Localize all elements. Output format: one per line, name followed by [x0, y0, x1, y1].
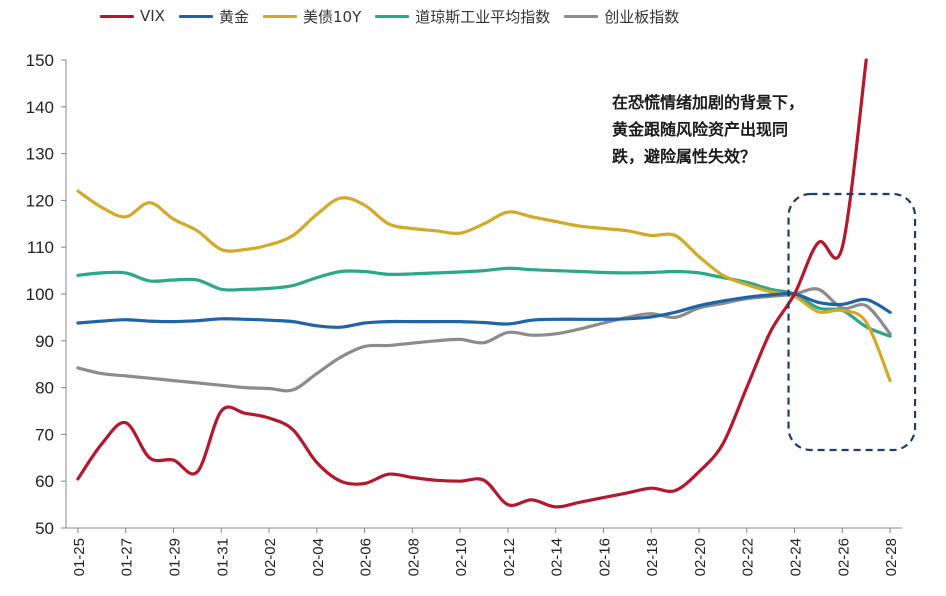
y-tick-label: 150	[26, 51, 54, 70]
legend-label-dow: 道琼斯工业平均指数	[415, 7, 551, 26]
annotation-line-2: 黄金跟随风险资产出现同	[612, 120, 789, 139]
x-tick-label: 02-22	[740, 538, 757, 576]
y-tick-label: 100	[26, 285, 54, 304]
x-tick-label: 02-24	[788, 538, 805, 576]
annotation-line-3: 跌，避险属性失效？	[612, 147, 757, 166]
x-tick-label: 02-12	[501, 538, 518, 576]
x-tick-label: 02-04	[310, 538, 327, 576]
x-tick-label: 02-18	[644, 538, 661, 576]
legend-swatch-dow	[375, 14, 410, 18]
legend-item-vix: VIX	[100, 7, 165, 25]
legend-item-chinext: 创业板指数	[564, 6, 679, 27]
x-axis: 01-25 01-27 01-29 01-31 02-02 02-04 02-06 02-08…	[66, 527, 902, 576]
x-tick-label: 02-10	[453, 538, 470, 576]
series-line	[76, 291, 892, 329]
legend-item-ust10y: 美债10Y	[262, 6, 362, 27]
legend-label-ust10y: 美债10Y	[302, 7, 362, 26]
highlight-box	[787, 192, 917, 452]
chart-annotation: 在恐慌情绪加剧的背景下， 黄金跟随风险资产出现同 跌，避险属性失效？	[612, 89, 874, 170]
legend-swatch-ust10y	[262, 14, 297, 18]
legend-swatch-vix	[100, 14, 134, 18]
y-tick-label: 140	[26, 98, 54, 117]
series-line	[76, 266, 892, 338]
x-tick-label: 02-08	[405, 538, 422, 576]
y-tick-label: 60	[35, 472, 54, 491]
x-tick-label: 02-28	[883, 538, 900, 576]
legend-label-vix: VIX	[140, 7, 165, 25]
legend-label-chinext: 创业板指数	[604, 7, 680, 26]
x-tick-label: 02-26	[835, 538, 852, 576]
x-tick-label: 01-25	[71, 538, 88, 576]
x-tick-label: 02-20	[692, 538, 709, 576]
series-lines	[76, 58, 892, 509]
y-tick-label: 130	[26, 145, 54, 164]
x-tick-label: 02-16	[596, 538, 613, 576]
y-axis: 50 60 70 80 90 100 110 120 130 140 150	[26, 51, 67, 538]
y-tick-label: 90	[35, 332, 54, 351]
legend-swatch-gold	[178, 14, 213, 18]
x-tick-label: 02-06	[358, 538, 375, 576]
y-tick-label: 120	[26, 191, 54, 210]
legend-label-gold: 黄金	[218, 7, 249, 26]
y-tick-label: 50	[35, 519, 54, 538]
legend-swatch-chinext	[564, 14, 599, 18]
legend-item-gold: 黄金	[178, 6, 249, 27]
annotation-line-1: 在恐慌情绪加剧的背景下，	[612, 93, 805, 112]
series-line	[76, 189, 892, 383]
y-tick-label: 70	[35, 425, 54, 444]
x-tick-label: 01-31	[214, 538, 231, 576]
legend-item-dow: 道琼斯工业平均指数	[375, 6, 550, 27]
chart-legend: VIX 黄金 美债10Y 道琼斯工业平均指数 创业板指数	[100, 4, 693, 28]
x-tick-label: 01-29	[166, 538, 183, 576]
y-tick-label: 80	[35, 379, 54, 398]
x-tick-label: 01-27	[119, 538, 136, 576]
x-tick-label: 02-02	[262, 538, 279, 576]
series-line	[76, 58, 868, 509]
y-tick-label: 110	[27, 238, 54, 257]
x-tick-label: 02-14	[549, 538, 566, 576]
